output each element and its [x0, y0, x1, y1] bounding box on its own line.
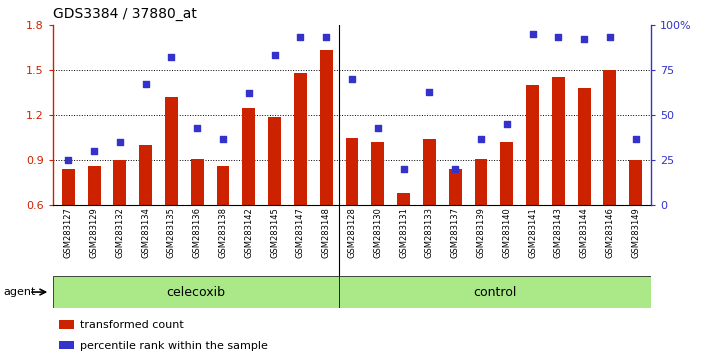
Bar: [59, 320, 74, 329]
Text: GSM283140: GSM283140: [502, 207, 511, 258]
Bar: [53, 276, 339, 308]
Text: GSM283145: GSM283145: [270, 207, 279, 258]
Point: [295, 35, 306, 40]
Point: [579, 36, 590, 42]
Bar: [113, 160, 126, 205]
Text: GSM283148: GSM283148: [322, 207, 331, 258]
Text: GSM283147: GSM283147: [296, 207, 305, 258]
Bar: [339, 276, 651, 308]
Text: agent: agent: [4, 287, 36, 297]
Bar: [217, 166, 230, 205]
Point: [475, 136, 486, 141]
Bar: [165, 97, 178, 205]
Point: [140, 81, 151, 87]
Point: [269, 53, 280, 58]
Text: GSM283132: GSM283132: [115, 207, 125, 258]
Bar: [501, 142, 513, 205]
Point: [630, 136, 641, 141]
Point: [218, 136, 229, 141]
Bar: [62, 169, 75, 205]
Text: GSM283141: GSM283141: [528, 207, 537, 258]
Text: GSM283137: GSM283137: [451, 207, 460, 258]
Bar: [191, 159, 203, 205]
Text: transformed count: transformed count: [80, 320, 184, 331]
Bar: [397, 193, 410, 205]
Point: [89, 148, 100, 154]
Bar: [346, 138, 358, 205]
Text: GSM283146: GSM283146: [605, 207, 615, 258]
Text: GSM283127: GSM283127: [64, 207, 73, 258]
Text: GSM283143: GSM283143: [554, 207, 562, 258]
Bar: [242, 108, 256, 205]
Point: [398, 166, 409, 172]
Text: GSM283129: GSM283129: [89, 207, 99, 258]
Text: GSM283142: GSM283142: [244, 207, 253, 258]
Bar: [526, 85, 539, 205]
Bar: [474, 159, 487, 205]
Point: [320, 35, 332, 40]
Point: [372, 125, 384, 131]
Bar: [139, 145, 152, 205]
Point: [553, 35, 564, 40]
Text: percentile rank within the sample: percentile rank within the sample: [80, 341, 268, 351]
Text: GSM283135: GSM283135: [167, 207, 176, 258]
Point: [166, 55, 177, 60]
Bar: [87, 166, 101, 205]
Point: [501, 121, 513, 127]
Bar: [423, 139, 436, 205]
Point: [424, 89, 435, 95]
Point: [527, 31, 538, 36]
Point: [450, 166, 461, 172]
Bar: [448, 169, 462, 205]
Text: GDS3384 / 37880_at: GDS3384 / 37880_at: [53, 7, 196, 21]
Text: control: control: [474, 286, 517, 298]
Bar: [371, 142, 384, 205]
Text: GSM283149: GSM283149: [631, 207, 640, 258]
Bar: [59, 341, 74, 349]
Text: GSM283130: GSM283130: [373, 207, 382, 258]
Point: [346, 76, 358, 82]
Point: [63, 157, 74, 163]
Point: [604, 35, 615, 40]
Point: [114, 139, 125, 145]
Text: GSM283134: GSM283134: [142, 207, 150, 258]
Bar: [294, 73, 307, 205]
Bar: [552, 78, 565, 205]
Bar: [268, 116, 281, 205]
Text: GSM283128: GSM283128: [348, 207, 356, 258]
Bar: [320, 50, 333, 205]
Text: GSM283136: GSM283136: [193, 207, 202, 258]
Text: GSM283138: GSM283138: [218, 207, 227, 258]
Text: celecoxib: celecoxib: [166, 286, 225, 298]
Point: [191, 125, 203, 131]
Text: GSM283133: GSM283133: [425, 207, 434, 258]
Text: GSM283144: GSM283144: [579, 207, 589, 258]
Text: GSM283131: GSM283131: [399, 207, 408, 258]
Bar: [578, 88, 591, 205]
Point: [243, 91, 254, 96]
Text: GSM283139: GSM283139: [477, 207, 486, 258]
Bar: [603, 70, 617, 205]
Bar: [629, 160, 642, 205]
